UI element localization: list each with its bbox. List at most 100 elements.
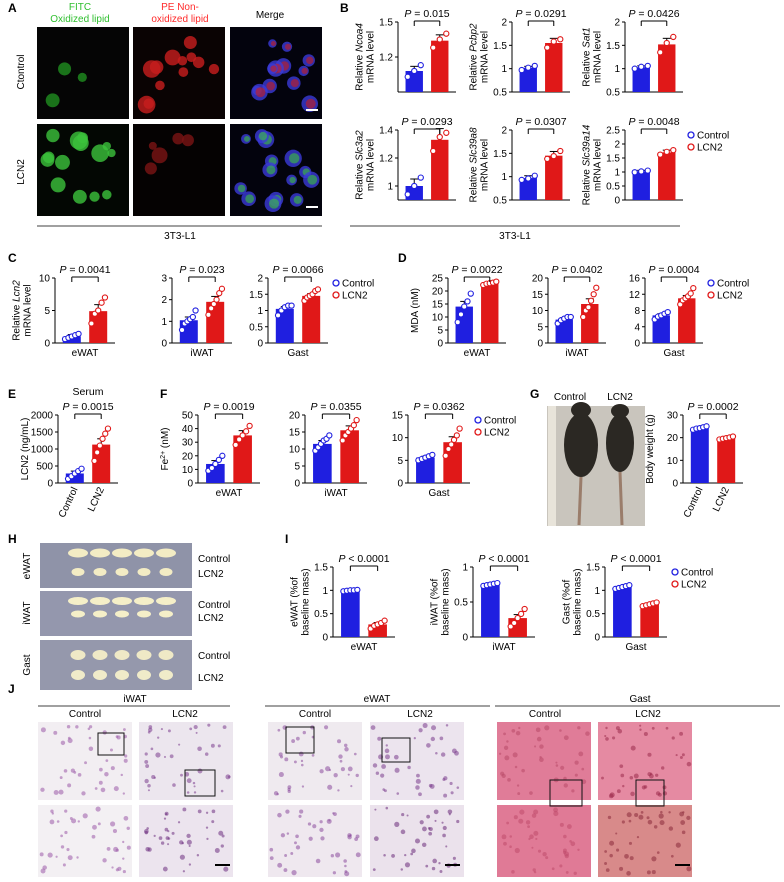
data-point — [78, 465, 85, 472]
p-value-label: P = 0.0002 — [687, 401, 738, 413]
cell-signal — [258, 131, 268, 141]
panel-h-row-label-iwat-control: Control — [198, 600, 230, 611]
y-tick-label: 1 — [594, 586, 600, 597]
histology-stain — [163, 755, 167, 758]
histology-stain — [626, 871, 631, 876]
histology-stain — [295, 834, 299, 839]
p-value-label: P = 0.0307 — [515, 116, 566, 128]
histology-stain — [425, 864, 429, 868]
y-tick-label: 0 — [47, 479, 53, 490]
y-tick-label: 10 — [432, 313, 444, 324]
inset-box — [549, 779, 583, 807]
data-point — [557, 147, 564, 155]
histology-stain — [622, 784, 625, 788]
p-value-label: P = 0.0355 — [310, 401, 361, 413]
histology-stain — [646, 816, 650, 820]
histology-stain — [39, 852, 44, 857]
histology-stain — [431, 866, 436, 871]
histology-stain — [116, 735, 121, 740]
y-label-part: Relative — [582, 48, 593, 87]
data-point — [514, 614, 521, 622]
y-tick-label: 1 — [462, 563, 468, 574]
cell-signal — [245, 194, 255, 204]
histology-stain — [675, 754, 678, 757]
y-label-superscript: 2+ — [160, 451, 167, 459]
data-point — [567, 313, 574, 321]
data-point — [544, 44, 551, 51]
data-point — [326, 432, 333, 439]
histology-stain — [431, 725, 437, 731]
histology-stain — [167, 837, 171, 840]
histology-stain — [75, 725, 79, 729]
tissue-piece — [71, 610, 85, 618]
y-axis-label: mRNA level — [23, 284, 34, 336]
y-tick-label: 0.5 — [586, 609, 600, 620]
legend-marker — [474, 428, 482, 436]
histology-stain — [416, 773, 420, 778]
data-point — [75, 330, 82, 338]
histology-stain — [181, 841, 184, 845]
data-point — [353, 416, 360, 424]
histology-stain — [577, 726, 581, 730]
y-axis-label: mRNA level — [366, 31, 377, 83]
tissue-piece — [115, 568, 129, 576]
histology-stain — [396, 792, 400, 795]
p-value-symbol: P — [310, 401, 317, 413]
y-tick-label: 1 — [387, 182, 393, 193]
data-point — [288, 302, 295, 309]
bar-lcn2 — [443, 442, 462, 483]
p-value-label: P = 0.0402 — [551, 264, 602, 276]
legend-marker — [707, 291, 715, 299]
histology-tile — [139, 805, 233, 877]
histology-stain — [509, 835, 513, 838]
y-label-part: Relative — [355, 52, 366, 91]
p-value-symbol: P — [551, 264, 558, 276]
histology-stain — [148, 727, 153, 733]
histology-stain — [640, 811, 644, 814]
p-value-text: = 0.0019 — [210, 401, 254, 413]
data-point — [525, 64, 532, 71]
histology-stain — [656, 851, 660, 854]
histology-stain — [291, 870, 297, 876]
histology-stain — [218, 830, 224, 836]
histology-stain — [559, 864, 563, 868]
cell-signal — [270, 40, 276, 47]
cell — [143, 98, 154, 109]
y-label-part: Fe — [160, 458, 171, 470]
histology-stain — [67, 855, 73, 861]
bar-lcn2 — [89, 311, 108, 343]
data-point — [531, 62, 538, 70]
cell-signal — [255, 87, 266, 98]
histology-stain — [415, 778, 421, 784]
histology-stain — [629, 856, 634, 861]
p-value-symbol: P — [451, 264, 458, 276]
y-axis-label: Fe2+ (nM) — [160, 428, 172, 471]
histology-stain — [162, 866, 168, 872]
histology-stain — [421, 842, 427, 848]
data-point — [236, 436, 243, 443]
p-value-label: P < 0.0001 — [338, 553, 389, 565]
histology-stain — [211, 809, 216, 814]
y-tick-label: 15 — [289, 428, 301, 439]
histology-stain — [536, 736, 542, 742]
histology-stain — [269, 856, 274, 861]
panel-j-group-title-ewat: eWAT — [364, 694, 391, 705]
histology-stain — [681, 830, 686, 835]
histology-stain — [646, 870, 651, 875]
x-tick-label: LCN2 — [711, 485, 732, 513]
cell — [148, 141, 157, 150]
cell — [178, 67, 189, 77]
cell-signal — [305, 98, 316, 109]
data-point — [657, 151, 664, 158]
histology-stain — [104, 771, 109, 777]
histology-stain — [531, 813, 537, 818]
histology-stain — [372, 868, 376, 872]
y-tick-label: 1.5 — [493, 149, 507, 160]
histology-stain — [404, 853, 407, 857]
histology-stain — [214, 848, 220, 853]
data-point — [404, 191, 411, 198]
histology-stain — [50, 809, 54, 813]
data-point — [417, 174, 424, 181]
histology-stain — [447, 809, 453, 815]
